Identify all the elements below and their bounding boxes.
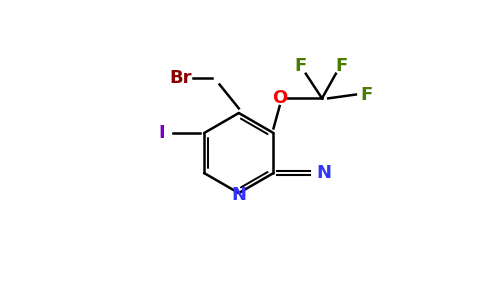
Text: N: N [231, 186, 246, 204]
Text: O: O [272, 89, 287, 107]
Text: Br: Br [170, 69, 192, 87]
Text: F: F [294, 57, 306, 75]
Text: N: N [316, 164, 331, 182]
Text: F: F [361, 85, 373, 103]
Text: F: F [335, 57, 348, 75]
Text: I: I [158, 124, 165, 142]
